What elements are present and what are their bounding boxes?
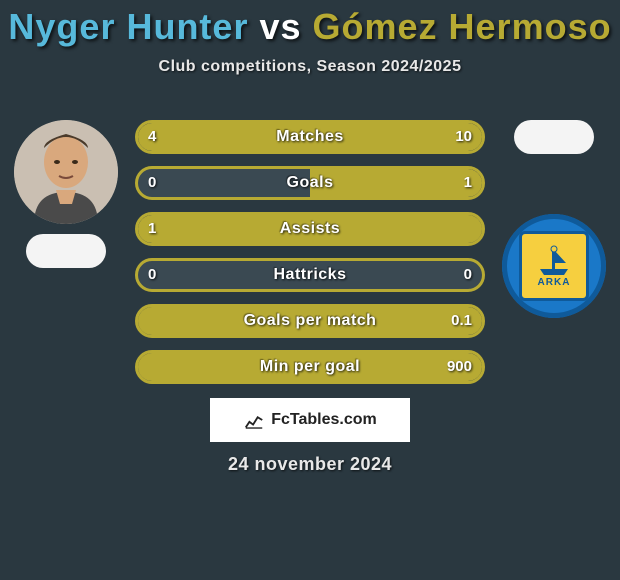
stat-label: Goals <box>138 169 482 197</box>
stat-value-right: 900 <box>447 353 472 381</box>
site-badge: FcTables.com <box>210 398 410 442</box>
avatar-placeholder-icon <box>14 120 118 224</box>
player1-name: Nyger Hunter <box>8 6 248 47</box>
player2-club-crest: ARKA <box>502 214 606 318</box>
footer-date: 24 november 2024 <box>0 454 620 475</box>
stat-label: Matches <box>138 123 482 151</box>
stat-value-left: 0 <box>148 169 156 197</box>
crest-text: ARKA <box>538 277 571 288</box>
stat-row: Min per goal900 <box>135 350 485 384</box>
subtitle: Club competitions, Season 2024/2025 <box>0 58 620 76</box>
player2-club-badge-top <box>514 120 594 154</box>
stat-row: Hattricks0 0 <box>135 258 485 292</box>
player1-club-badge <box>26 234 106 268</box>
stat-value-right: 0 <box>464 261 472 289</box>
stat-row: Goals per match0.1 <box>135 304 485 338</box>
vs-text: vs <box>259 6 312 47</box>
site-name: FcTables.com <box>271 411 377 429</box>
stat-label: Goals per match <box>138 307 482 335</box>
stat-value-right: 10 <box>455 123 472 151</box>
ship-icon <box>534 245 574 277</box>
stat-value-right: 0.1 <box>451 307 472 335</box>
stat-value-left: 4 <box>148 123 156 151</box>
chart-icon <box>243 409 265 431</box>
stat-label: Min per goal <box>138 353 482 381</box>
crest-inner: ARKA <box>519 231 589 301</box>
page-title: Nyger Hunter vs Gómez Hermoso <box>0 0 620 48</box>
stat-row: Goals0 1 <box>135 166 485 200</box>
stat-value-left: 0 <box>148 261 156 289</box>
stat-value-left: 1 <box>148 215 156 243</box>
player2-name: Gómez Hermoso <box>313 6 612 47</box>
stat-label: Hattricks <box>138 261 482 289</box>
stat-row: Matches4 10 <box>135 120 485 154</box>
left-player-column <box>6 120 126 268</box>
stat-label: Assists <box>138 215 482 243</box>
stat-row: Assists1 <box>135 212 485 246</box>
player1-avatar <box>14 120 118 224</box>
stat-value-right: 1 <box>464 169 472 197</box>
stat-rows: Matches410Goals01Assists1Hattricks00Goal… <box>135 120 485 396</box>
right-player-column: ARKA <box>494 120 614 318</box>
